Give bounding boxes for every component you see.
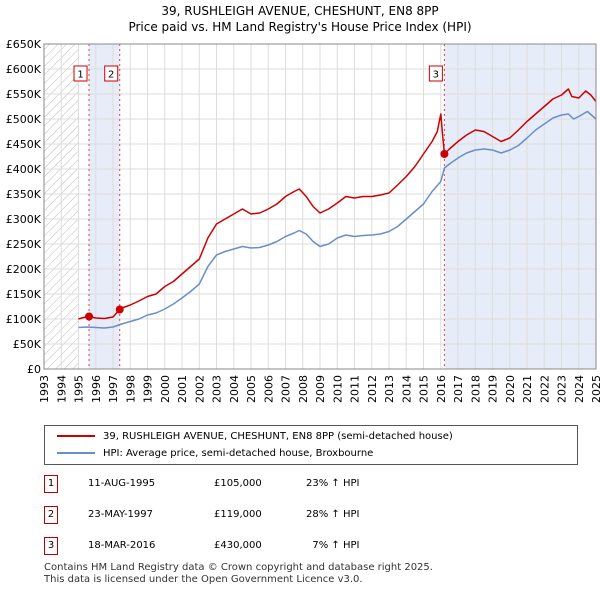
x-tick-label: 1998: [124, 375, 137, 403]
transaction-hpi: 28% ↑ HPI: [306, 509, 360, 520]
transaction-price: £105,000: [214, 478, 262, 489]
legend: 39, RUSHLEIGH AVENUE, CHESHUNT, EN8 8PP …: [44, 425, 578, 465]
legend-item-hpi: HPI: Average price, semi-detached house,…: [57, 445, 373, 461]
legend-item-property: 39, RUSHLEIGH AVENUE, CHESHUNT, EN8 8PP …: [57, 428, 453, 444]
x-tick-label: 2007: [280, 375, 293, 403]
transaction-date: 23-MAY-1997: [88, 509, 154, 520]
x-tick-label: 1995: [73, 375, 86, 403]
legend-swatch-property: [57, 435, 95, 437]
x-tick-label: 2015: [418, 375, 431, 403]
event-label: 3: [433, 70, 439, 81]
event-label: 2: [108, 70, 114, 81]
x-tick-label: 2023: [556, 375, 569, 403]
transaction-hpi: 7% ↑ HPI: [306, 540, 360, 551]
y-tick-label: £250K: [6, 238, 42, 251]
transaction-price: £119,000: [214, 509, 262, 520]
transaction-price: £430,000: [214, 540, 262, 551]
y-tick-label: £450K: [6, 138, 42, 151]
plot-frame: [43, 43, 597, 370]
x-tick-label: 2016: [435, 375, 448, 403]
x-tick-label: 2008: [297, 375, 310, 403]
x-tick-label: 2009: [314, 375, 327, 403]
x-tick-label: 2002: [193, 375, 206, 403]
transaction-date: 11-AUG-1995: [88, 478, 156, 489]
x-tick-label: 2006: [262, 375, 275, 403]
y-tick-label: £500K: [6, 113, 42, 126]
y-tick-label: £350K: [6, 188, 42, 201]
x-tick-label: 2001: [176, 375, 189, 403]
price-chart: 1 2 3 £0 £50K £100K £150K £200K £250K £300K £350K…: [6, 38, 600, 403]
y-tick-label: £200K: [6, 263, 42, 276]
x-tick-label: 2021: [521, 375, 534, 403]
x-tick-label: 2013: [383, 375, 396, 403]
x-tick-label: 1996: [90, 375, 103, 403]
y-tick-label: £600K: [6, 63, 42, 76]
sale-marker: [115, 305, 124, 314]
event-label: 1: [77, 70, 83, 81]
chart-subtitle: Price paid vs. HM Land Registry's House …: [128, 20, 472, 34]
x-tick-label: 2019: [487, 375, 500, 403]
y-tick-label: £650K: [6, 38, 42, 51]
highlight-band: [89, 44, 120, 369]
sale-marker: [440, 150, 449, 158]
y-tick-label: £150K: [6, 288, 42, 301]
x-tick-label: 1994: [55, 375, 68, 403]
x-tick-label: 2022: [538, 375, 551, 403]
legend-swatch-hpi: [57, 452, 95, 454]
highlight-band: [444, 44, 596, 369]
x-tick-label: 2004: [228, 375, 241, 403]
y-tick-label: £400K: [6, 163, 42, 176]
transaction-row: 2 23-MAY-1997 £119,000 28% ↑ HPI: [44, 506, 584, 526]
series-line-property: [78, 88, 597, 320]
x-tick-label: 2020: [504, 375, 517, 403]
x-tick-label: 2010: [331, 375, 344, 403]
transaction-hpi: 23% ↑ HPI: [306, 478, 360, 489]
x-tick-label: 2012: [366, 375, 379, 403]
event-label-box: [428, 65, 443, 82]
x-tick-label: 2014: [400, 375, 413, 403]
transaction-number: 1: [44, 475, 58, 493]
transaction-date: 18-MAR-2016: [88, 540, 156, 551]
transaction-number: 2: [44, 506, 58, 524]
x-tick-label: 2005: [245, 375, 258, 403]
x-tick-label: 1993: [38, 375, 51, 403]
x-tick-label: 2018: [469, 375, 482, 403]
x-tick-label: 2003: [211, 375, 224, 403]
footer-license: This data is licensed under the Open Gov…: [44, 574, 363, 585]
x-tick-label: 2025: [590, 375, 600, 403]
x-tick-label: 2011: [349, 375, 362, 403]
y-tick-label: £50K: [13, 338, 42, 351]
transaction-number: 3: [44, 537, 58, 555]
y-tick-label: £100K: [6, 313, 42, 326]
y-tick-label: £300K: [6, 213, 42, 226]
x-tick-label: 1999: [142, 375, 155, 403]
event-label-box: [73, 65, 88, 82]
sale-marker: [85, 312, 94, 321]
footer-copyright: Contains HM Land Registry data © Crown c…: [44, 562, 433, 573]
y-tick-label: £0: [27, 363, 41, 376]
x-tick-label: 2024: [573, 375, 586, 403]
transaction-row: 1 11-AUG-1995 £105,000 23% ↑ HPI: [44, 475, 584, 495]
transaction-row: 3 18-MAR-2016 £430,000 7% ↑ HPI: [44, 537, 584, 557]
chart-title: 39, RUSHLEIGH AVENUE, CHESHUNT, EN8 8PP: [161, 4, 439, 18]
x-tick-label: 2000: [159, 375, 172, 403]
y-tick-label: £550K: [6, 88, 42, 101]
legend-label-hpi: HPI: Average price, semi-detached house,…: [103, 447, 374, 459]
x-tick-label: 1997: [107, 375, 120, 403]
x-tick-label: 2017: [452, 375, 465, 403]
legend-label-property: 39, RUSHLEIGH AVENUE, CHESHUNT, EN8 8PP …: [103, 430, 453, 442]
series-line-hpi: [78, 110, 597, 329]
event-label-box: [104, 65, 119, 82]
